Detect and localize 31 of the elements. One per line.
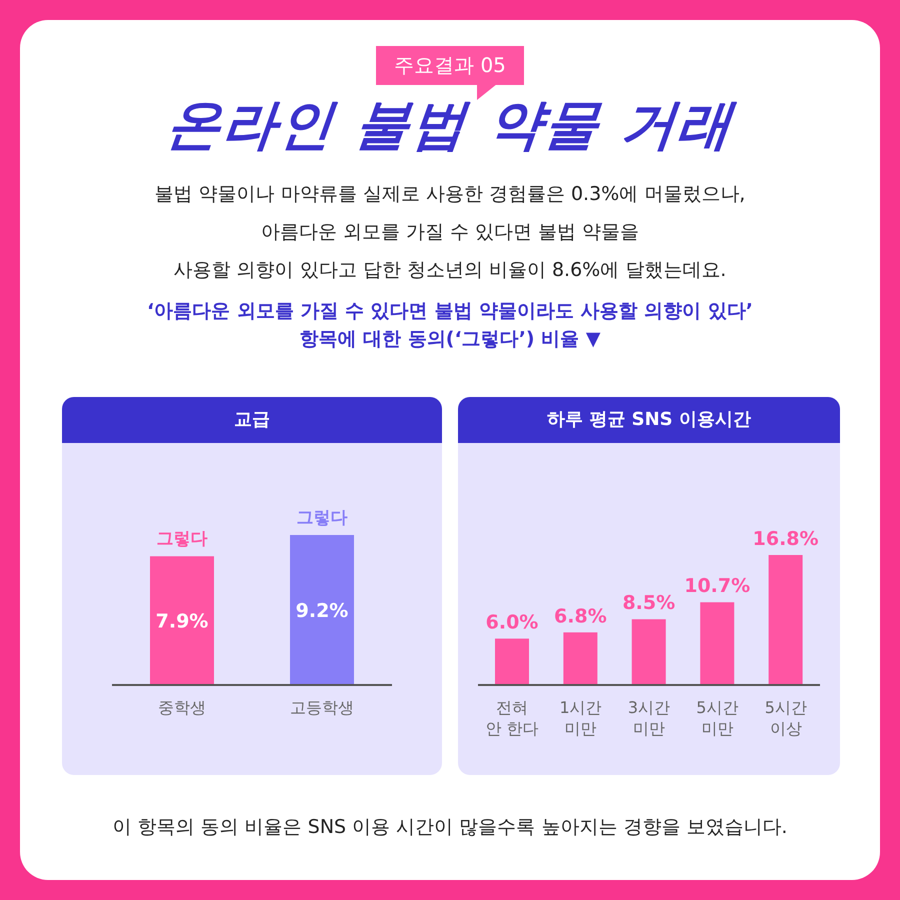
- data-label: 8.5%: [622, 592, 676, 614]
- bar: [768, 555, 803, 685]
- bar: [563, 632, 598, 685]
- data-label: 10.7%: [684, 575, 750, 598]
- data-label: 6.0%: [486, 612, 538, 634]
- x-tick-label: 전혀 안 한다: [486, 698, 539, 738]
- x-tick-label: 3시간 미만: [628, 698, 670, 738]
- chart-title: 교급: [62, 397, 442, 443]
- text: 사용할 의향이 있다고 답한 청소년의 비율이 8.6%에 달했는데요.: [172, 258, 728, 283]
- bar: [495, 638, 529, 685]
- x-tick-label: 중학생: [158, 698, 206, 717]
- text: 이 항목의 동의 비율은 SNS 이용 시간이 많을수록 높아지는 경향을 보였습니다.: [112, 815, 788, 840]
- text: 아름다운 외모를 가질 수 있다면 불법 약물을: [260, 220, 640, 245]
- bar: [700, 602, 734, 685]
- data-label: 16.8%: [752, 528, 819, 550]
- text: 항목에 대한 동의(‘그렇다’) 비율 ▼: [298, 327, 602, 352]
- annotation: 그렇다: [156, 529, 208, 550]
- x-tick-label: 고등학생: [290, 698, 354, 717]
- chart-title: 하루 평균 SNS 이용시간: [458, 397, 840, 443]
- x-tick-label: 5시간 이상: [764, 698, 807, 738]
- annotation: 그렇다: [296, 508, 348, 528]
- text: 온라인 불법 약물 거래: [162, 93, 738, 157]
- data-label: 9.2%: [296, 600, 348, 622]
- bar: [632, 619, 666, 685]
- text: ‘아름다운 외모를 가질 수 있다면 불법 약물이라도 사용할 의향이 있다’: [146, 299, 754, 324]
- data-label: 6.8%: [554, 605, 607, 628]
- x-tick-label: 5시간 미만: [696, 698, 738, 738]
- x-tick-label: 1시간 미만: [560, 698, 602, 738]
- text: 주요결과 05: [376, 46, 524, 85]
- data-label: 7.9%: [156, 610, 208, 633]
- text: 불법 약물이나 마약류를 실제로 사용한 경험률은 0.3%에 머물렀으나,: [154, 182, 746, 207]
